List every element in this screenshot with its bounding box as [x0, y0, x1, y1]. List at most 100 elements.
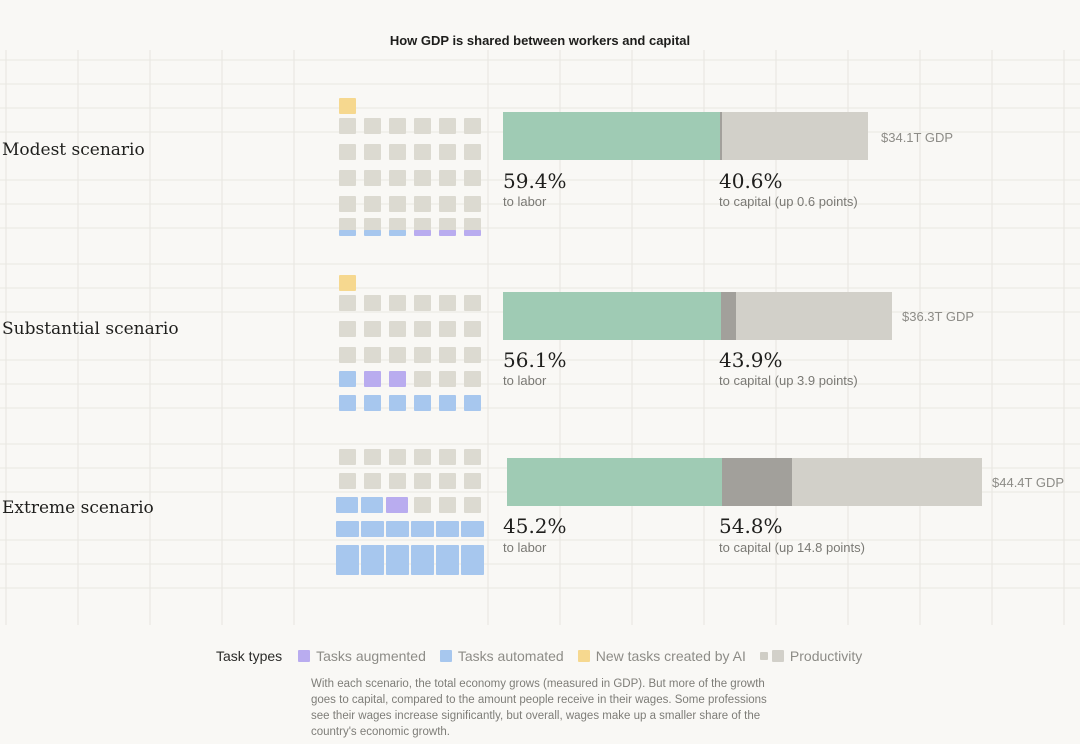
task-tile-automated	[364, 395, 381, 411]
task-tile-productivity	[414, 144, 431, 160]
task-tile-new	[339, 98, 356, 114]
task-tile-productivity	[389, 473, 406, 489]
bar-segment-labor	[503, 112, 720, 160]
automated-swatch-icon	[439, 650, 452, 662]
task-tile-automated	[339, 395, 356, 411]
task-tile-augmented	[386, 497, 408, 513]
labor-sub-modest: to labor	[503, 194, 547, 209]
task-tile-productivity	[339, 449, 356, 465]
task-tile-productivity	[439, 473, 456, 489]
task-tile-productivity	[389, 321, 406, 337]
task-tile-automated	[386, 545, 409, 561]
task-tile-productivity	[389, 295, 406, 311]
task-tile-productivity	[414, 473, 431, 489]
task-tile-productivity	[414, 371, 431, 387]
task-tile-productivity	[339, 144, 356, 160]
task-tile-productivity	[364, 473, 381, 489]
legend-item-augmented: Tasks augmented	[298, 648, 426, 664]
task-tile-productivity	[364, 170, 381, 186]
task-tile-productivity	[464, 347, 481, 363]
task-tile-augmented	[439, 230, 456, 236]
task-tile-automated	[439, 395, 456, 411]
task-tile-automated	[461, 521, 484, 537]
labor-pct-modest: 59.4%	[503, 169, 567, 193]
task-tile-productivity	[339, 170, 356, 186]
task-tile-productivity	[389, 170, 406, 186]
scenario-label-substantial: Substantial scenario	[2, 319, 179, 339]
task-tile-automated	[436, 521, 459, 537]
task-tile-productivity	[439, 144, 456, 160]
task-tile-productivity	[439, 196, 456, 212]
task-tile-augmented	[364, 371, 381, 387]
task-tile-productivity	[364, 196, 381, 212]
task-tile-automated	[336, 497, 358, 513]
legend-item-productivity: Productivity	[759, 648, 862, 664]
task-tile-productivity	[439, 497, 456, 513]
capital-pct-extreme: 54.8%	[719, 514, 783, 538]
task-tile-productivity	[464, 196, 481, 212]
task-tile-automated	[364, 230, 381, 236]
scenario-label-extreme: Extreme scenario	[2, 498, 154, 518]
productivity-swatch-icon	[771, 650, 784, 662]
task-tile-productivity	[364, 118, 381, 134]
task-tile-productivity	[339, 321, 356, 337]
task-tile-augmented	[414, 230, 431, 236]
task-tile-automated	[389, 230, 406, 236]
capital-sub-substantial: to capital (up 3.9 points)	[719, 373, 858, 388]
scenario-label-modest: Modest scenario	[2, 140, 145, 160]
task-tile-productivity	[464, 371, 481, 387]
task-tile-automated	[411, 545, 434, 561]
task-tile-productivity	[414, 321, 431, 337]
task-tile-productivity	[364, 295, 381, 311]
legend-label-augmented: Tasks augmented	[316, 648, 426, 664]
legend-label-new-tasks: New tasks created by AI	[595, 648, 746, 664]
bar-segment-capital-gain	[719, 112, 722, 160]
task-tile-augmented	[389, 371, 406, 387]
task-tile-productivity	[364, 449, 381, 465]
task-tile-augmented	[464, 230, 481, 236]
task-tile-productivity	[464, 295, 481, 311]
task-tile-productivity	[439, 118, 456, 134]
labor-pct-substantial: 56.1%	[503, 348, 567, 372]
legend-item-automated: Tasks automated	[439, 648, 564, 664]
task-tile-automated	[339, 230, 356, 236]
task-tile-new	[339, 275, 356, 291]
task-tile-productivity	[464, 449, 481, 465]
task-tile-automated	[414, 395, 431, 411]
task-tile-automated	[464, 395, 481, 411]
legend-label-automated: Tasks automated	[457, 648, 564, 664]
task-tile-productivity	[389, 347, 406, 363]
legend: Task types Tasks augmented Tasks automat…	[216, 648, 876, 664]
task-tile-productivity	[389, 144, 406, 160]
gdp-label-extreme: $44.4T GDP	[992, 475, 1065, 490]
bar-segment-labor	[507, 458, 722, 506]
task-tile-productivity	[364, 321, 381, 337]
gdp-bar-substantial	[503, 292, 892, 340]
task-tile-productivity	[464, 144, 481, 160]
task-tile-productivity	[439, 170, 456, 186]
task-tile-productivity	[389, 196, 406, 212]
task-tile-automated	[339, 371, 356, 387]
task-tile-automated	[386, 521, 409, 537]
task-tile-automated	[386, 559, 409, 575]
task-tile-productivity	[414, 295, 431, 311]
task-tile-automated	[461, 545, 484, 561]
task-tile-automated	[336, 559, 359, 575]
caption: With each scenario, the total economy gr…	[311, 678, 767, 738]
gdp-label-modest: $34.1T GDP	[881, 130, 954, 145]
gdp-label-substantial: $36.3T GDP	[902, 309, 975, 324]
task-tile-automated	[336, 521, 359, 537]
task-tile-automated	[436, 559, 459, 575]
task-tile-productivity	[464, 497, 481, 513]
task-tile-productivity	[414, 118, 431, 134]
bar-segment-capital	[792, 458, 983, 506]
new-tasks-swatch-icon	[577, 650, 590, 662]
task-tile-productivity	[414, 347, 431, 363]
bar-segment-capital	[736, 292, 892, 340]
task-tile-automated	[361, 521, 384, 537]
labor-sub-extreme: to labor	[503, 540, 547, 555]
gdp-bar-modest	[503, 112, 868, 160]
task-tile-productivity	[364, 144, 381, 160]
task-tile-productivity	[464, 321, 481, 337]
task-tile-automated	[461, 559, 484, 575]
